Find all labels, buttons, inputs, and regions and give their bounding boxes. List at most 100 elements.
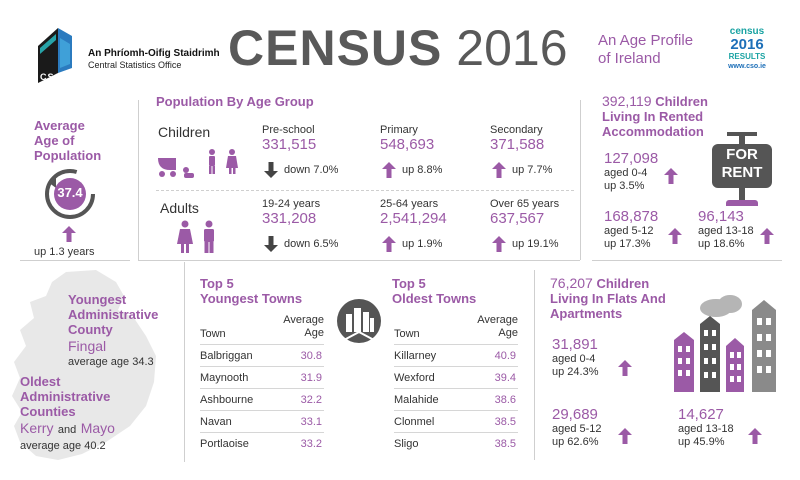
town-name: Ashbourne — [200, 394, 254, 406]
title-census: CENSUS — [228, 20, 443, 76]
flats-title-3: Apartments — [550, 306, 623, 321]
oldest-county-kerry: Kerry — [20, 420, 54, 436]
table-row: Sligo 38.5 — [394, 432, 518, 455]
avg-age-title-1: Average — [34, 118, 85, 133]
youngest-col-age-1: Average — [283, 314, 324, 326]
flats-13-18-age: aged 13-18 — [678, 423, 734, 435]
flats-5-12: 29,689 aged 5-12 up 62.6% — [552, 406, 652, 449]
town-age: 33.1 — [300, 416, 322, 428]
rented-13-18-age: aged 13-18 — [698, 225, 754, 237]
town-name: Navan — [200, 416, 232, 428]
town-age: 33.2 — [300, 438, 322, 450]
secondary-value: 371,588 — [490, 136, 545, 153]
flats-13-18: 14,627 aged 13-18 up 45.9% — [678, 406, 778, 449]
flats-0-4-age: aged 0-4 — [552, 353, 596, 365]
rented-5-12-age: aged 5-12 — [604, 225, 654, 237]
rented-total: 392,119 — [602, 93, 652, 109]
census-results-badge: census 2016 RESULTS www.cso.ie — [722, 26, 772, 76]
org-irish-name: An Phríomh-Oifig Staidrimh — [88, 48, 220, 59]
oldest-col-age-2: Age — [498, 327, 518, 339]
avg-age-up-icon — [62, 226, 76, 247]
town-name: Malahide — [394, 394, 439, 406]
adults-icons — [176, 220, 220, 259]
arrow-down-icon — [264, 236, 278, 252]
youngest-towns-title-2: Youngest Towns — [200, 291, 303, 306]
page-title: CENSUS 2016 — [228, 20, 568, 76]
youngest-towns-table: Town Average Age Balbriggan 30.8 Maynooth… — [200, 314, 324, 454]
table-row: Maynooth 31.9 — [200, 366, 324, 389]
rented-5-12-value: 168,878 — [604, 208, 659, 225]
flats-5-12-value: 29,689 — [552, 406, 598, 423]
ireland-map — [6, 266, 176, 466]
rented-5-12-change: up 17.3% — [604, 238, 651, 250]
town-age: 40.9 — [494, 350, 516, 362]
adults-over-65: Over 65 years 637,567 up 19.1% — [490, 198, 580, 252]
adults-19-24-value: 331,208 — [262, 210, 317, 227]
town-name: Maynooth — [200, 372, 249, 384]
secondary-change: up 7.7% — [512, 164, 553, 176]
avg-age-title-2: Age of — [34, 133, 75, 148]
for-rent-sign: FOR RENT — [712, 132, 772, 206]
badge-results: RESULTS — [728, 52, 766, 61]
youngest-county-age: average age 34.3 — [68, 356, 154, 368]
adults-25-64-value: 2,541,294 — [380, 210, 447, 227]
cso-logo: CSO — [30, 18, 80, 88]
for-rent-line1: FOR — [726, 146, 758, 163]
flats-title-word: Children — [596, 276, 650, 291]
youngest-county-3: County — [68, 322, 113, 337]
page-subtitle-2: of Ireland — [598, 50, 661, 67]
rented-title: 392,119 Children Living In Rented Accomm… — [602, 93, 708, 140]
youngest-county-name: Fingal — [68, 338, 107, 354]
town-name: Sligo — [394, 438, 419, 450]
primary-value: 548,693 — [380, 136, 435, 153]
town-age: 31.9 — [300, 372, 322, 384]
table-row: Killarney 40.9 — [394, 344, 518, 367]
for-rent-line2: RENT — [721, 164, 763, 181]
table-row: Portlaoise 33.2 — [200, 432, 324, 455]
town-age: 32.2 — [300, 394, 322, 406]
children-primary: Primary 548,693 up 8.8% — [380, 124, 490, 178]
arrow-up-icon — [668, 228, 682, 244]
flats-0-4-change: up 24.3% — [552, 366, 599, 378]
pop-age-title: Population By Age Group — [156, 94, 314, 109]
badge-url: www.cso.ie — [728, 63, 766, 70]
preschool-change: down 7.0% — [284, 164, 339, 176]
rented-title-2: Living In Rented — [602, 109, 704, 124]
arrow-up-icon — [618, 428, 632, 444]
children-preschool: Pre-school 331,515 down 7.0% — [262, 124, 372, 178]
cso-logo-text: CSO — [40, 72, 63, 82]
youngest-county-1: Youngest — [68, 292, 127, 307]
adults-19-24-label: 19-24 years — [262, 198, 321, 210]
avg-age-circle: 37.4 — [44, 168, 96, 220]
oldest-counties-3: Counties — [20, 404, 76, 419]
adults-19-24: 19-24 years 331,208 down 6.5% — [262, 198, 372, 252]
town-name: Killarney — [394, 350, 437, 362]
flats-0-4: 31,891 aged 0-4 up 24.3% — [552, 336, 652, 379]
adults-over-65-value: 637,567 — [490, 210, 545, 227]
avg-age-title-3: Population — [34, 148, 102, 163]
badge-year: 2016 — [730, 36, 764, 53]
children-icons — [156, 148, 246, 187]
oldest-counties-age: average age 40.2 — [20, 440, 106, 452]
adults-19-24-change: down 6.5% — [284, 238, 339, 250]
town-age: 38.5 — [494, 438, 516, 450]
town-age: 38.6 — [494, 394, 516, 406]
table-row: Wexford 39.4 — [394, 366, 518, 389]
rented-5-12: 168,878 aged 5-12 up 17.3% — [604, 208, 694, 251]
adults-over-65-change: up 19.1% — [512, 238, 559, 250]
badge-census: census — [729, 26, 765, 37]
avg-age-value: 37.4 — [57, 185, 83, 200]
flats-5-12-age: aged 5-12 — [552, 423, 602, 435]
oldest-counties: Oldest Administrative Counties Kerry and… — [20, 374, 115, 454]
rented-0-4-age: aged 0-4 — [604, 167, 648, 179]
oldest-col-age-1: Average — [477, 314, 518, 326]
preschool-label: Pre-school — [262, 124, 315, 136]
org-english-name: Central Statistics Office — [88, 60, 182, 70]
table-row: Clonmel 38.5 — [394, 410, 518, 433]
avg-age-change: up 1.3 years — [34, 246, 95, 258]
oldest-county-mayo: Mayo — [80, 420, 115, 436]
oldest-counties-1: Oldest — [20, 374, 61, 389]
youngest-county: Youngest Administrative County Fingal av… — [68, 292, 158, 370]
arrow-up-icon — [382, 162, 396, 178]
rented-13-18: 96,143 aged 13-18 up 18.6% — [698, 208, 788, 251]
